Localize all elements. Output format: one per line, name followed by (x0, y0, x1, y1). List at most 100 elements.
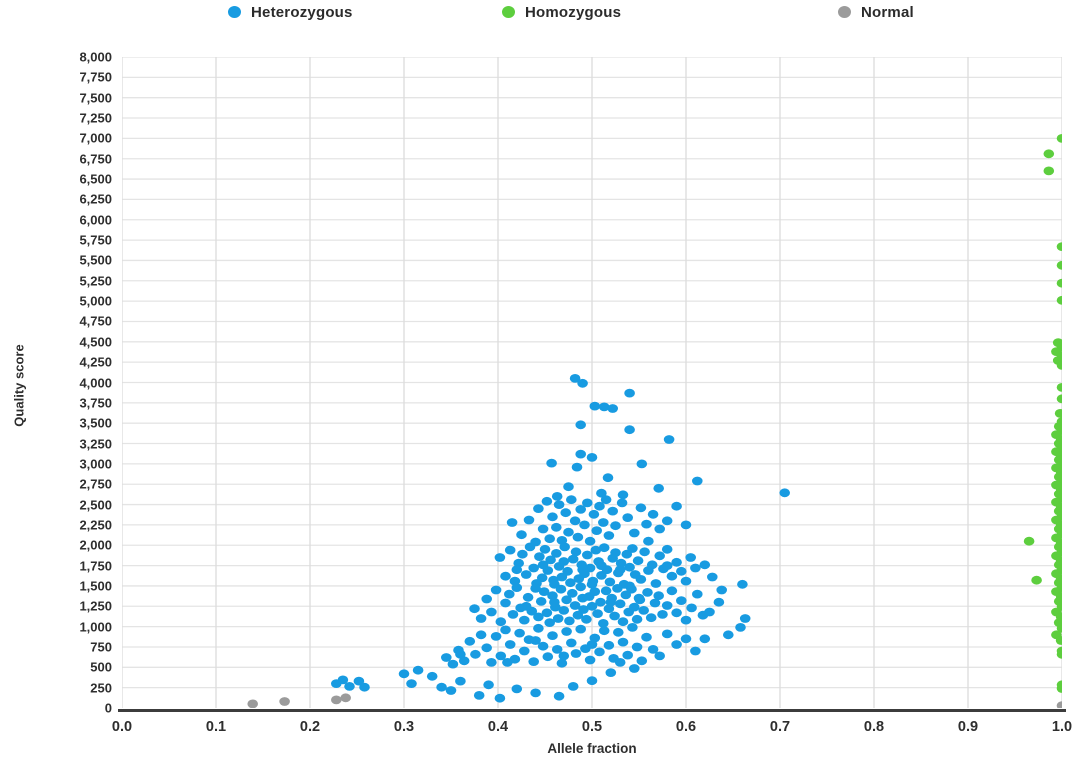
data-point-heterozygous (737, 579, 748, 589)
data-point-heterozygous (582, 498, 593, 508)
data-point-heterozygous (666, 586, 678, 596)
y-tick-label: 1,750 (79, 558, 112, 574)
data-point-homozygous (1043, 166, 1055, 176)
data-point-heterozygous (575, 582, 586, 592)
data-point-heterozygous (547, 631, 558, 640)
legend-item-heterozygous[interactable]: Heterozygous (228, 2, 353, 22)
data-point-heterozygous (475, 630, 487, 640)
data-point-heterozygous (494, 553, 506, 562)
data-point-heterozygous (636, 656, 648, 666)
data-point-heterozygous (567, 588, 578, 598)
data-point-heterozygous (398, 669, 410, 679)
x-tick-label: 0.5 (581, 719, 603, 735)
data-point-heterozygous (654, 524, 665, 534)
data-point-heterozygous (537, 560, 549, 570)
data-point-heterozygous (645, 613, 657, 623)
data-point-heterozygous (511, 583, 523, 592)
data-point-heterozygous (663, 435, 675, 444)
data-point-heterozygous (575, 624, 586, 634)
data-point-heterozygous (603, 640, 615, 650)
legend-item-normal[interactable]: Normal (838, 2, 914, 22)
data-point-heterozygous (598, 402, 610, 412)
data-point-heterozygous (406, 679, 417, 688)
data-point-heterozygous (617, 617, 629, 627)
y-tick-label: 4,750 (79, 313, 112, 329)
data-point-heterozygous (552, 614, 564, 623)
y-tick-label: 4,500 (79, 334, 112, 350)
data-point-heterozygous (579, 520, 590, 530)
data-point-heterozygous (716, 585, 727, 595)
x-tick-label: 0.4 (487, 719, 509, 735)
data-point-heterozygous (538, 587, 550, 596)
data-point-heterozygous (528, 657, 539, 666)
scatter-svg (122, 57, 1062, 708)
data-point-heterozygous (653, 483, 664, 493)
data-point-homozygous (1056, 134, 1062, 143)
data-point-heterozygous (551, 522, 562, 532)
data-point-heterozygous (337, 675, 349, 685)
y-tick-label: 7,500 (79, 90, 112, 106)
data-point-heterozygous (511, 565, 523, 575)
data-point-heterozygous (671, 557, 682, 567)
data-point-heterozygous (635, 575, 647, 584)
legend-label-normal: Normal (861, 3, 914, 21)
x-tick-label: 1.0 (1051, 719, 1073, 735)
data-point-heterozygous (661, 561, 673, 570)
data-point-heterozygous (594, 501, 605, 511)
y-tick-label: 7,000 (79, 130, 112, 146)
x-tick-label: 0.7 (769, 719, 791, 735)
x-tick-label: 0.8 (863, 719, 885, 735)
y-tick-label: 5,000 (79, 293, 112, 309)
y-tick-label: 750 (90, 639, 112, 655)
data-point-heterozygous (561, 595, 572, 605)
data-point-heterozygous (555, 584, 567, 594)
data-point-heterozygous (577, 378, 588, 388)
data-point-heterozygous (671, 501, 682, 511)
data-point-heterozygous (447, 659, 459, 669)
data-point-heterozygous (581, 614, 592, 624)
data-point-heterozygous (530, 688, 541, 698)
data-point-heterozygous (500, 571, 511, 581)
data-point-heterozygous (572, 532, 584, 542)
data-point-heterozygous (671, 640, 682, 649)
data-point-heterozygous (560, 508, 571, 518)
data-point-heterozygous (530, 636, 541, 645)
y-tick-label: 3,250 (79, 436, 112, 452)
data-point-heterozygous (617, 490, 629, 500)
data-point-heterozygous (535, 597, 547, 606)
data-point-heterozygous (631, 642, 643, 652)
data-point-heterozygous (661, 544, 673, 554)
y-tick-label: 7,750 (79, 69, 112, 85)
data-point-heterozygous (596, 561, 607, 570)
data-point-heterozygous (704, 607, 715, 617)
data-point-heterozygous (533, 612, 544, 622)
data-point-homozygous (1056, 361, 1062, 370)
data-point-heterozygous (481, 594, 493, 604)
data-point-heterozygous (584, 655, 596, 665)
data-point-heterozygous (564, 616, 575, 626)
y-tick-label: 3,000 (79, 456, 112, 472)
data-point-heterozygous (455, 649, 466, 659)
data-point-heterozygous (553, 691, 565, 701)
data-point-heterozygous (577, 593, 588, 603)
data-point-heterozygous (533, 623, 544, 633)
data-point-heterozygous (592, 609, 603, 618)
data-point-heterozygous (549, 597, 560, 607)
data-point-heterozygous (632, 556, 644, 566)
data-point-heterozygous (556, 658, 568, 668)
data-point-heterozygous (541, 608, 553, 618)
data-point-heterozygous (602, 473, 614, 483)
data-point-heterozygous (575, 505, 586, 514)
data-point-homozygous (1056, 684, 1062, 693)
data-point-heterozygous (676, 596, 687, 605)
data-point-heterozygous (590, 545, 602, 555)
data-point-heterozygous (582, 550, 593, 560)
data-point-heterozygous (610, 521, 621, 531)
data-point-heterozygous (631, 614, 643, 624)
data-point-heterozygous (566, 495, 577, 505)
data-point-heterozygous (633, 593, 645, 603)
normal-dot-icon (838, 6, 851, 18)
data-point-heterozygous (671, 608, 682, 618)
legend-item-homozygous[interactable]: Homozygous (502, 2, 621, 22)
data-point-heterozygous (598, 626, 610, 636)
